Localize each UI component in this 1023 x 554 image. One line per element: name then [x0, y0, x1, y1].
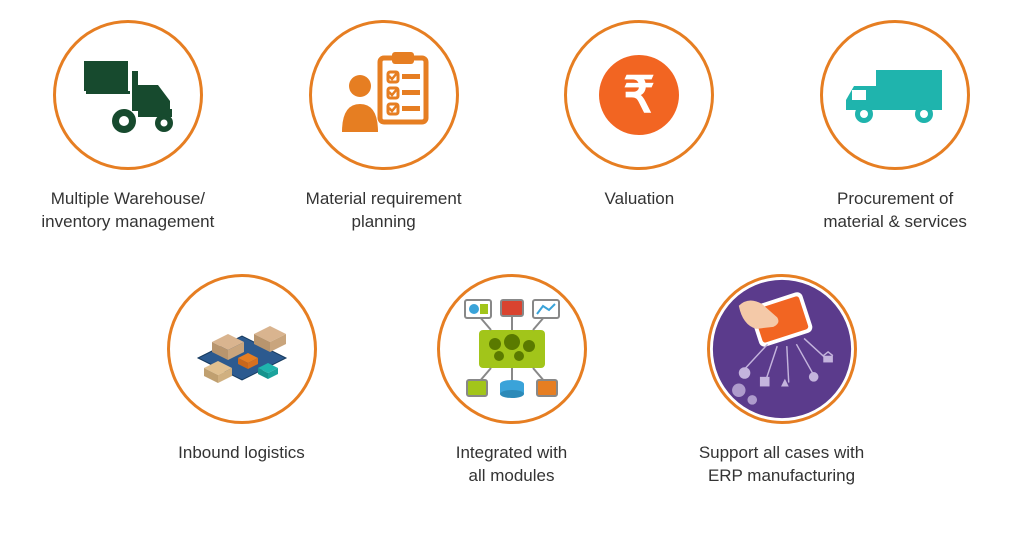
feature-circle	[309, 20, 459, 170]
label-line-1: Integrated with	[456, 443, 568, 462]
logistics-icon	[182, 294, 302, 404]
rupee-icon: ₹	[594, 50, 684, 140]
feature-circle	[707, 274, 857, 424]
feature-label: Support all cases with ERP manufacturing	[699, 442, 864, 488]
modules-icon	[447, 294, 577, 404]
feature-circle: ₹	[564, 20, 714, 170]
feature-label: Valuation	[605, 188, 675, 211]
feature-integrated: Integrated with all modules	[412, 274, 612, 488]
features-row-1: Multiple Warehouse/ inventory management	[40, 20, 983, 234]
label-line-1: Valuation	[605, 189, 675, 208]
label-line-1: Multiple Warehouse/	[51, 189, 205, 208]
feature-warehouse: Multiple Warehouse/ inventory management	[40, 20, 216, 234]
label-line-2: inventory management	[41, 212, 214, 231]
feature-erp: Support all cases with ERP manufacturing	[682, 274, 882, 488]
planning-icon	[334, 50, 434, 140]
feature-mrp: Material requirement planning	[296, 20, 472, 234]
truck-icon	[840, 60, 950, 130]
features-row-2: Inbound logistics	[40, 274, 983, 488]
forklift-icon	[78, 55, 178, 135]
label-line-2: all modules	[468, 466, 554, 485]
feature-procurement: Procurement of material & services	[807, 20, 983, 234]
feature-label: Material requirement planning	[306, 188, 462, 234]
feature-label: Integrated with all modules	[456, 442, 568, 488]
label-line-2: planning	[351, 212, 415, 231]
feature-circle	[167, 274, 317, 424]
tablet-icon	[710, 274, 854, 424]
svg-text:₹: ₹	[623, 67, 655, 123]
label-line-1: Inbound logistics	[178, 443, 305, 462]
feature-label: Procurement of material & services	[823, 188, 967, 234]
feature-circle	[820, 20, 970, 170]
label-line-2: material & services	[823, 212, 967, 231]
label-line-1: Procurement of	[837, 189, 953, 208]
label-line-1: Support all cases with	[699, 443, 864, 462]
label-line-2: ERP manufacturing	[708, 466, 855, 485]
feature-valuation: ₹ Valuation	[552, 20, 728, 234]
feature-label: Multiple Warehouse/ inventory management	[41, 188, 214, 234]
feature-label: Inbound logistics	[178, 442, 305, 465]
feature-circle	[437, 274, 587, 424]
feature-inbound: Inbound logistics	[142, 274, 342, 488]
feature-circle	[53, 20, 203, 170]
label-line-1: Material requirement	[306, 189, 462, 208]
